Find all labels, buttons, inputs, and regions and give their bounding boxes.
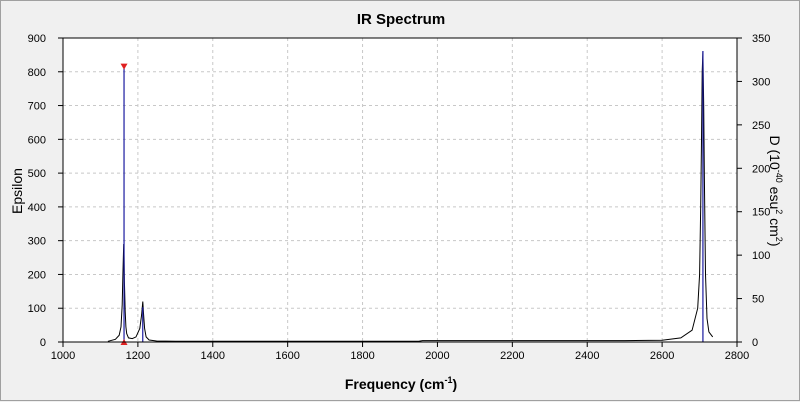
x-tick-label: 1200 (126, 350, 150, 362)
y-left-tick-label: 800 (28, 67, 46, 79)
y-left-tick-label: 500 (28, 168, 46, 180)
x-axis-title: Frequency (cm-1) (345, 375, 457, 392)
data-layer (107, 51, 714, 345)
grid-layer (63, 38, 737, 342)
y-left-tick-label: 0 (40, 337, 46, 349)
y-left-axis-title: Epsilon (9, 168, 25, 214)
y-left-tick-label: 400 (28, 202, 46, 214)
down-triangle-marker (120, 63, 128, 70)
y-right-axis-title: D (10-40 esu2 cm2) (767, 136, 784, 247)
x-tick-label: 2200 (500, 350, 524, 362)
x-tick-label: 2600 (650, 350, 674, 362)
y-right-tick-label: 200 (752, 163, 770, 175)
y-left-tick-label: 900 (28, 33, 46, 45)
y-right-tick-label: 300 (752, 76, 770, 88)
chart-title: IR Spectrum (357, 11, 445, 28)
plot-border (62, 37, 738, 343)
y-right-tick-label: 0 (752, 337, 758, 349)
y-right-tick-label: 350 (752, 33, 770, 45)
axis-layer: 1000 1200 1400 1600 1800 2000 2200 2400 2600 2800… (28, 33, 771, 362)
x-tick-label: 1400 (201, 350, 225, 362)
y-right-tick-label: 50 (752, 294, 764, 306)
x-tick-label: 1000 (51, 350, 75, 362)
x-tick-label: 2800 (725, 350, 749, 362)
plot-area (63, 38, 737, 342)
y-left-tick-label: 600 (28, 134, 46, 146)
y-left-tick-label: 300 (28, 236, 46, 248)
x-tick-label: 2000 (425, 350, 449, 362)
y-right-tick-label: 100 (752, 250, 770, 262)
x-tick-label: 1600 (275, 350, 299, 362)
y-left-tick-label: 700 (28, 101, 46, 113)
x-tick-label: 1800 (350, 350, 374, 362)
y-right-tick-label: 150 (752, 207, 770, 219)
y-left-tick-label: 200 (28, 269, 46, 281)
y-left-tick-label: 100 (28, 303, 46, 315)
x-tick-label: 2400 (575, 350, 599, 362)
y-right-tick-label: 250 (752, 120, 770, 132)
